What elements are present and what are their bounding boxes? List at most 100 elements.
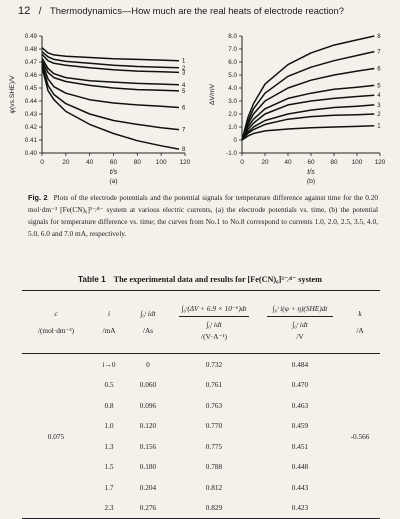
series-label-6: 6	[182, 106, 186, 112]
series-label-4: 4	[377, 93, 381, 99]
cell-dv: 0.775	[205, 441, 223, 451]
series-line-5	[41, 60, 180, 92]
y-tick-label: 0.41	[25, 137, 38, 144]
series-line-6	[241, 67, 375, 141]
header-dv-numerator: ∫₀ᵗ(ΔV + 6.9 × 10⁻⁶)dt	[181, 303, 247, 313]
x-tick-label: 60	[110, 159, 118, 166]
header-phi-unit: /V	[296, 331, 304, 341]
cell-phi: 0.484	[291, 359, 309, 369]
series-label-1: 1	[182, 59, 186, 65]
page-number: 12	[18, 5, 31, 17]
series-label-2: 2	[182, 66, 186, 72]
cell-dv: 0.732	[205, 359, 223, 369]
header-i-symbol: i	[107, 309, 111, 318]
y-tick-label: 7.0	[228, 46, 237, 53]
series-label-5: 5	[377, 83, 381, 89]
x-tick-label: 60	[307, 159, 315, 166]
x-axis-label: t/s	[307, 167, 315, 176]
series-line-4	[241, 94, 375, 141]
cell-phi: 0.470	[291, 380, 309, 390]
y-tick-label: 5.0	[228, 72, 237, 79]
cell-charge: 0	[146, 359, 150, 369]
table-row: 0.8 0.096 0.763 0.463	[22, 395, 380, 416]
cell-i: 0.8	[104, 400, 114, 410]
header-c-symbol: c	[54, 309, 58, 318]
series-line-2	[241, 113, 375, 141]
series-line-6	[41, 61, 180, 109]
table-row: 1.7 0.204 0.812 0.443	[22, 477, 380, 498]
y-axis-label: φ(vs.SHE)/V	[9, 75, 16, 113]
cell-dv: 0.763	[205, 400, 223, 410]
header-phi: ∫₀ᵗ i(φ + η)(SHE)dt ∫₀ᵗ idt /V	[260, 291, 340, 354]
y-tick-label: 4.0	[228, 85, 237, 92]
series-label-4: 4	[182, 83, 186, 89]
series-line-7	[41, 64, 180, 131]
series-line-3	[241, 104, 375, 141]
header-slash: /	[38, 6, 42, 17]
header-charge: ∫₀ᵗ idt/As	[128, 291, 168, 354]
series-line-1	[241, 124, 375, 141]
figure-caption-text: Plots of the electrode potentials and th…	[28, 193, 378, 238]
y-tick-label: 0.48	[25, 46, 38, 53]
cell-i: 0.5	[104, 380, 114, 390]
figure-caption: Fig. 2 Plots of the electrode potentials …	[28, 192, 378, 240]
header-i-unit: /mA	[102, 326, 116, 335]
series-label-1: 1	[377, 124, 381, 130]
y-tick-label: 0.42	[25, 124, 38, 131]
x-tick-label: 0	[240, 159, 244, 166]
x-tick-label: 120	[375, 159, 386, 166]
x-tick-label: 40	[284, 159, 292, 166]
table-title: Table 1 The experimental data and results…	[0, 274, 400, 284]
cell-phi: 0.451	[291, 441, 309, 451]
series-line-8	[41, 67, 180, 150]
series-label-8: 8	[182, 147, 186, 153]
running-title: Thermodynamics—How much are the real hea…	[50, 5, 344, 16]
cell-phi: 0.463	[291, 400, 309, 410]
table-title-text: The experimental data and results for [F…	[113, 275, 322, 284]
page-header: 12 / Thermodynamics—How much are the rea…	[18, 5, 344, 17]
header-phi-denominator: ∫₀ᵗ idt	[292, 319, 308, 329]
y-tick-label: 8.0	[228, 33, 237, 40]
x-tick-label: 80	[134, 159, 142, 166]
table-row: 1.3 0.156 0.775 0.451	[22, 436, 380, 457]
table-row: 1.0 0.120 0.770 0.459	[22, 416, 380, 437]
data-table: c /(mol·dm⁻³) i/mA ∫₀ᵗ idt/As ∫₀ᵗ(ΔV + 6.…	[22, 290, 380, 519]
cell-i: 1.7	[104, 482, 114, 492]
y-tick-label: 0	[233, 137, 237, 144]
series-label-7: 7	[182, 128, 186, 134]
k-cell: -0.566	[350, 431, 370, 441]
series-label-2: 2	[377, 112, 381, 118]
y-tick-label: 0.49	[25, 33, 38, 40]
header-dv-unit: /(V·A⁻¹)	[201, 331, 227, 341]
cell-i: 1.5	[104, 462, 114, 472]
series-label-8: 8	[377, 34, 381, 40]
cell-dv: 0.788	[205, 462, 223, 472]
series-line-4	[41, 57, 180, 86]
cell-phi: 0.459	[291, 421, 309, 431]
x-tick-label: 0	[40, 159, 44, 166]
cell-i: 1.3	[104, 441, 114, 451]
cell-i: 1.0	[104, 421, 114, 431]
cell-dv: 0.812	[205, 482, 223, 492]
cell-charge: 0.180	[139, 462, 157, 472]
y-tick-label: 0.46	[25, 72, 38, 79]
header-dv-fraction-line	[179, 315, 249, 317]
table-row: 0.075 i→0 0 0.732 0.484 -0.566	[22, 354, 380, 441]
concentration-cell: 0.075	[47, 431, 65, 441]
header-phi-fraction-line	[267, 315, 333, 317]
header-k-symbol: k	[358, 309, 362, 318]
y-axis-label: ΔV/mV	[209, 83, 216, 105]
cell-phi: 0.448	[291, 462, 309, 472]
panel-label: (b)	[307, 178, 315, 185]
y-tick-label: -1.0	[226, 150, 237, 157]
x-tick-label: 20	[261, 159, 269, 166]
series-line-8	[241, 35, 375, 141]
table-header-row: c /(mol·dm⁻³) i/mA ∫₀ᵗ idt/As ∫₀ᵗ(ΔV + 6.…	[22, 290, 380, 354]
y-tick-label: 1.0	[228, 124, 237, 131]
header-c: c /(mol·dm⁻³)	[22, 291, 90, 354]
x-tick-label: 100	[352, 159, 363, 166]
x-tick-label: 40	[86, 159, 94, 166]
series-label-3: 3	[377, 103, 381, 109]
series-line-7	[241, 50, 375, 141]
table-label: Table 1	[78, 275, 106, 284]
